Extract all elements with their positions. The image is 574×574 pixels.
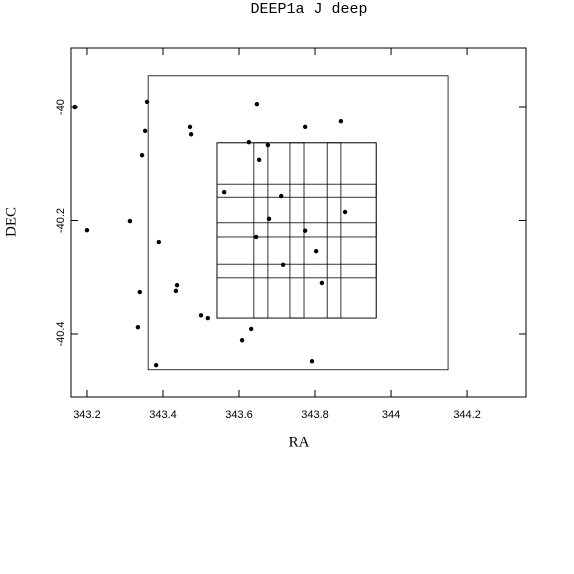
x-tick-label: 344.2 — [453, 409, 481, 421]
point — [205, 315, 211, 321]
point — [156, 239, 162, 245]
x-tick-label: 344 — [382, 409, 400, 421]
field-rectangle — [216, 222, 377, 279]
point — [302, 124, 308, 130]
field-rectangle — [147, 75, 449, 371]
point — [239, 338, 245, 343]
x-tick-label: 343.6 — [225, 409, 253, 421]
x-tick-label: 343.8 — [301, 409, 329, 421]
y-tick-label: -40.2 — [55, 208, 67, 233]
point — [280, 262, 286, 267]
point — [248, 326, 254, 332]
point — [265, 142, 271, 148]
point — [135, 325, 141, 330]
point — [266, 216, 272, 222]
field-rectangle — [326, 142, 377, 319]
plot-frame — [70, 47, 527, 398]
point — [187, 124, 193, 130]
point — [309, 359, 315, 364]
point — [198, 313, 204, 318]
point — [253, 234, 259, 240]
point — [144, 99, 150, 105]
point — [313, 248, 319, 254]
field-rectangle — [216, 183, 377, 238]
x-tick-label: 343.2 — [73, 409, 101, 421]
field-rectangle — [216, 142, 269, 319]
field-rectangle — [289, 142, 342, 319]
point — [302, 228, 308, 233]
point — [174, 283, 180, 288]
point — [84, 227, 90, 233]
point — [137, 289, 143, 295]
y-axis-label: DEC — [3, 207, 19, 237]
point — [279, 193, 284, 199]
point — [142, 128, 148, 134]
point — [342, 209, 348, 215]
point — [173, 288, 179, 294]
point — [319, 280, 325, 286]
point — [139, 153, 145, 158]
point — [221, 189, 227, 195]
point — [188, 132, 194, 137]
field-rectangle — [216, 142, 377, 198]
point — [338, 119, 344, 124]
y-tick-label: -40.4 — [55, 321, 67, 346]
x-tick-label: 343.4 — [149, 409, 177, 421]
point — [246, 140, 252, 145]
point — [256, 157, 262, 162]
point — [254, 101, 260, 107]
y-tick-label: -40 — [55, 99, 67, 115]
chart-title: DEEP1a J deep — [250, 1, 367, 18]
point — [72, 104, 78, 110]
x-axis-label: RA — [289, 434, 310, 450]
point — [153, 363, 159, 368]
point — [127, 218, 133, 224]
field-rectangle — [216, 263, 377, 319]
field-rectangle — [253, 142, 305, 319]
